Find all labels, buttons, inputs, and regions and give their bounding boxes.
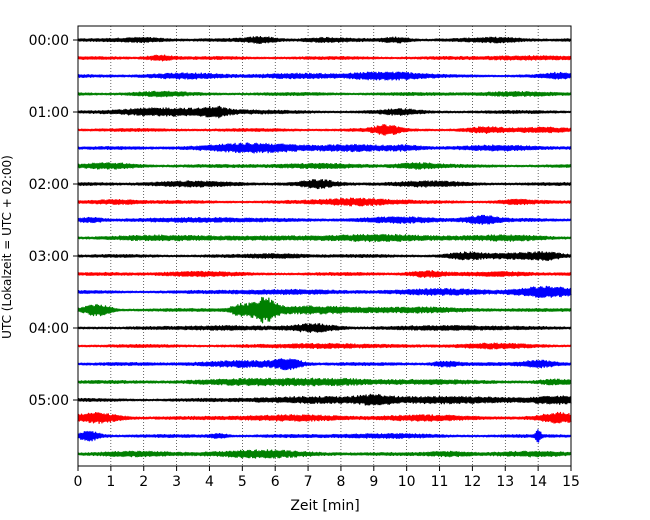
trace-0230 [77,214,572,225]
trace-0045 [77,90,572,98]
trace-0000 [77,35,572,45]
trace-group [77,35,572,459]
x-tick-label: 0 [74,474,83,490]
trace-0100 [77,105,572,119]
y-tick-label: 02:00 [29,177,69,193]
trace-0515 [77,411,572,424]
trace-0345 [77,296,572,324]
y-tick-label: 05:00 [29,393,69,409]
x-tick-label: 8 [336,474,345,490]
x-tick-label: 5 [238,474,247,490]
y-tick-label: 03:00 [29,249,69,265]
trace-0430 [77,358,572,371]
x-tick-label: 7 [304,474,313,490]
trace-0300 [77,251,572,262]
x-tick-label: 12 [463,474,481,490]
trace-0545 [77,449,572,459]
trace-0445 [77,377,572,387]
trace-0145 [77,162,572,170]
y-axis-ticks: 00:00 01:00 02:00 03:00 04:00 05:00 [29,33,78,409]
x-axis-ticks: 0 1 2 3 4 5 6 7 8 9 10 11 12 13 14 15 [74,466,580,490]
x-tick-label: 14 [529,474,547,490]
trace-0030 [77,71,572,81]
trace-0500 [77,393,572,406]
x-tick-label: 2 [139,474,148,490]
x-tick-label: 3 [172,474,181,490]
trace-0530 [77,429,572,443]
vertical-grid [110,26,539,466]
x-tick-label: 15 [562,474,580,490]
x-tick-label: 4 [205,474,214,490]
y-tick-label: 01:00 [29,105,69,121]
trace-0015 [77,54,572,62]
x-axis-label: Zeit [min] [290,498,359,514]
x-tick-label: 13 [496,474,514,490]
y-axis-label: UTC (Lokalzeit = UTC + 02:00) [0,155,14,339]
x-tick-label: 10 [398,474,416,490]
x-tick-label: 6 [271,474,280,490]
trace-0315 [77,270,572,278]
trace-0400 [77,323,572,333]
x-tick-label: 9 [369,474,378,490]
x-tick-label: 11 [431,474,449,490]
trace-0215 [77,197,572,207]
y-tick-label: 00:00 [29,33,69,49]
trace-0415 [77,342,572,350]
trace-0115 [77,124,572,136]
x-tick-label: 1 [106,474,115,490]
trace-0330 [77,285,572,299]
y-tick-label: 04:00 [29,321,69,337]
trace-0200 [77,179,572,190]
trace-0130 [77,142,572,154]
trace-0245 [77,233,572,243]
plot-frame [77,25,572,467]
